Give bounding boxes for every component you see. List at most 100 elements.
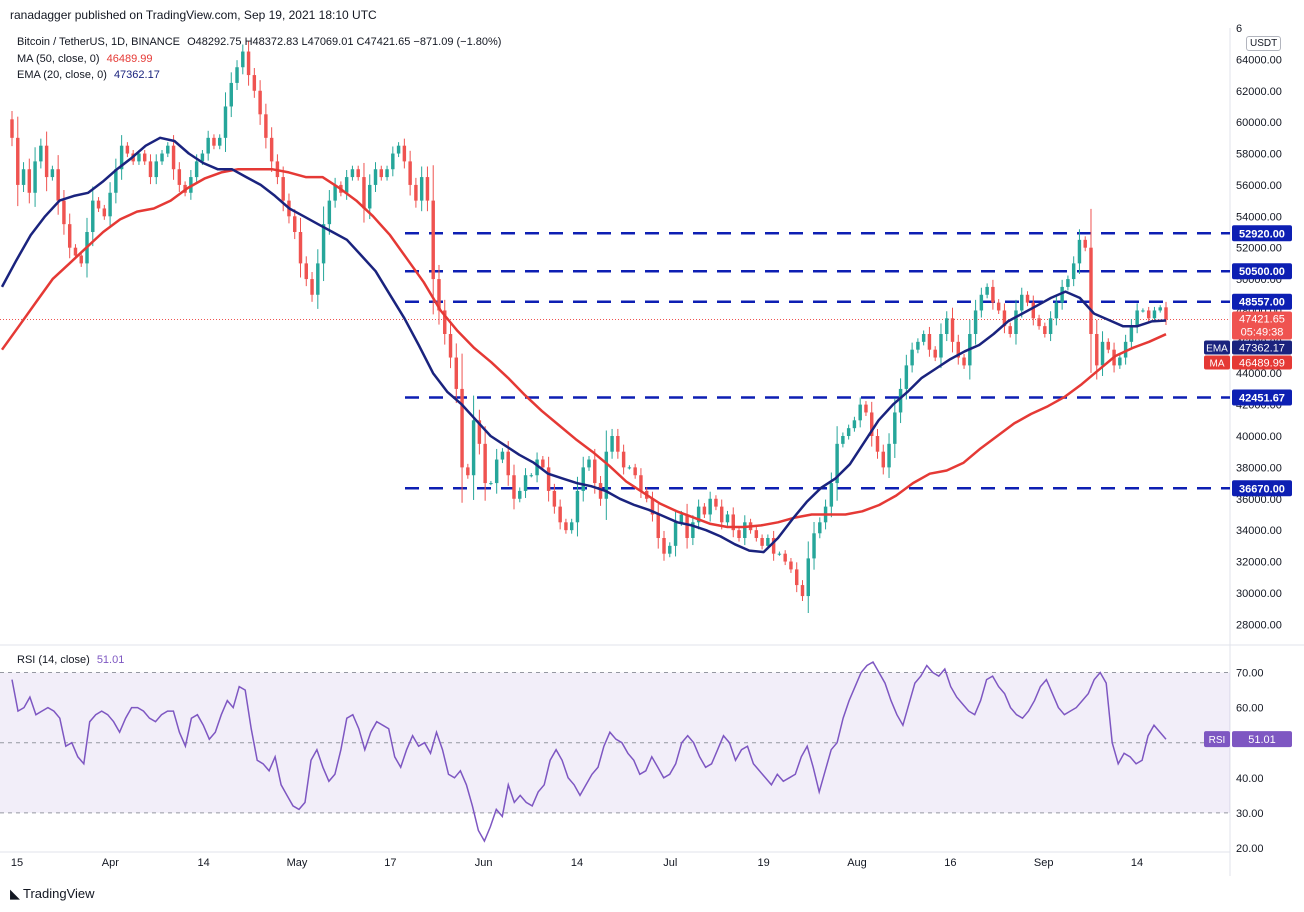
ema-legend[interactable]: EMA (20, close, 0) 47362.17	[17, 69, 160, 81]
candle-body	[200, 153, 205, 162]
indicator-name-label: MA	[1210, 359, 1225, 370]
price-tags: 52920.00 50500.00 48557.00 42451.67 36670.00…	[1204, 225, 1292, 748]
candle-body	[604, 451, 609, 499]
rsi-legend[interactable]: RSI (14, close) 51.01	[17, 654, 124, 666]
level-price-tag	[1232, 480, 1292, 497]
footer-brand: ◣ TradingView	[10, 886, 95, 902]
candle-body	[246, 51, 251, 76]
candle-body	[564, 522, 568, 531]
candle-body	[350, 169, 355, 178]
rsi-tick-label: 70.00	[1236, 668, 1264, 680]
candle-body	[114, 169, 118, 193]
ma-legend[interactable]: MA (50, close, 0) 46489.99	[17, 53, 153, 65]
candle-body	[27, 169, 32, 193]
candle-body	[1123, 341, 1128, 358]
indicator-name-label: EMA	[1206, 344, 1228, 355]
symbol-legend[interactable]: Bitcoin / TetherUS, 1D, BINANCE O48292.7…	[17, 36, 501, 48]
current-price-label: 47421.65	[1239, 314, 1285, 326]
candle-body	[512, 475, 516, 499]
candle-body	[529, 475, 534, 477]
candle-body	[679, 514, 684, 523]
candle-body	[985, 286, 989, 295]
time-tick-label: 16	[944, 857, 956, 869]
candle-body	[425, 177, 430, 201]
candle-body	[1141, 310, 1145, 312]
indicator-name-tag	[1204, 340, 1230, 355]
ema-label: EMA (20, close, 0)	[17, 69, 107, 81]
candle-body	[950, 318, 955, 342]
candle-body	[419, 177, 424, 201]
level-price-tag	[1232, 389, 1292, 406]
candle-body	[714, 498, 718, 507]
time-tick-label: Apr	[102, 857, 119, 869]
candle-body	[725, 514, 730, 523]
published-line: ranadagger published on TradingView.com,…	[10, 8, 377, 22]
candle-body	[258, 90, 262, 115]
candle-body	[962, 357, 966, 366]
candle-body	[160, 153, 164, 162]
price-tick-label: 62000.00	[1236, 86, 1282, 98]
candle-body	[806, 558, 810, 597]
candle-body	[448, 334, 453, 358]
candle-body	[373, 169, 378, 185]
ma-value: 46489.99	[106, 53, 153, 65]
price-tick-label: 34000.00	[1236, 525, 1282, 537]
time-tick-label: May	[287, 857, 308, 869]
candle-body	[73, 247, 78, 256]
candle-body	[1158, 307, 1162, 311]
candle-body	[10, 119, 14, 138]
candle-body	[356, 169, 360, 178]
candle-body	[518, 490, 522, 499]
candle-body	[500, 451, 505, 460]
level-price-label: 52920.00	[1239, 228, 1285, 240]
symbol-name: Bitcoin / TetherUS, 1D, BINANCE	[17, 36, 181, 48]
candle-body	[829, 483, 834, 507]
candle-body	[639, 475, 643, 491]
candle-body	[668, 545, 672, 554]
candle-body	[535, 459, 539, 476]
candle-body	[137, 153, 141, 162]
candle-body	[991, 286, 995, 303]
horizontal-levels	[0, 232, 1230, 490]
candle-body	[996, 302, 1001, 311]
currency-badge[interactable]: USDT	[1246, 36, 1282, 51]
candle-body	[50, 169, 55, 178]
candle-body	[1083, 239, 1087, 248]
candle-body	[875, 436, 880, 452]
rsi-value-tag	[1232, 731, 1292, 748]
candle-body	[558, 506, 562, 523]
ohlc-values: O48292.75 H48372.83 L47069.01 C47421.65 …	[187, 36, 502, 48]
candle-body	[1129, 326, 1134, 342]
candle-body	[610, 436, 614, 452]
rsi-series-line	[11, 660, 1167, 843]
level-price-label: 42451.67	[1239, 393, 1285, 405]
candle-body	[685, 514, 689, 538]
candle-body	[33, 161, 37, 193]
candle-body	[1089, 247, 1093, 334]
candle-body	[771, 538, 776, 554]
candle-body	[973, 310, 978, 334]
candle-body	[483, 443, 487, 484]
candle-body	[1135, 310, 1139, 327]
candle-body	[662, 538, 666, 554]
candle-body	[1008, 326, 1012, 334]
candle-body	[91, 200, 95, 232]
price-tick-label: 28000.00	[1236, 619, 1282, 631]
candle-body	[650, 498, 655, 515]
candle-body	[379, 169, 384, 178]
price-tick-label: 6	[1236, 23, 1242, 35]
rsi-value-label: 51.01	[1248, 734, 1276, 746]
candle-body	[870, 412, 874, 436]
candle-body	[633, 467, 637, 476]
time-tick-label: Aug	[847, 857, 867, 869]
candle-body	[67, 224, 72, 248]
candle-body	[223, 106, 228, 138]
level-price-tag	[1232, 263, 1292, 280]
candle-body	[777, 553, 782, 555]
candle-body	[546, 467, 551, 491]
candle-body	[310, 279, 314, 295]
candle-body	[696, 506, 701, 523]
candle-body	[293, 216, 297, 232]
candle-body	[719, 506, 724, 523]
